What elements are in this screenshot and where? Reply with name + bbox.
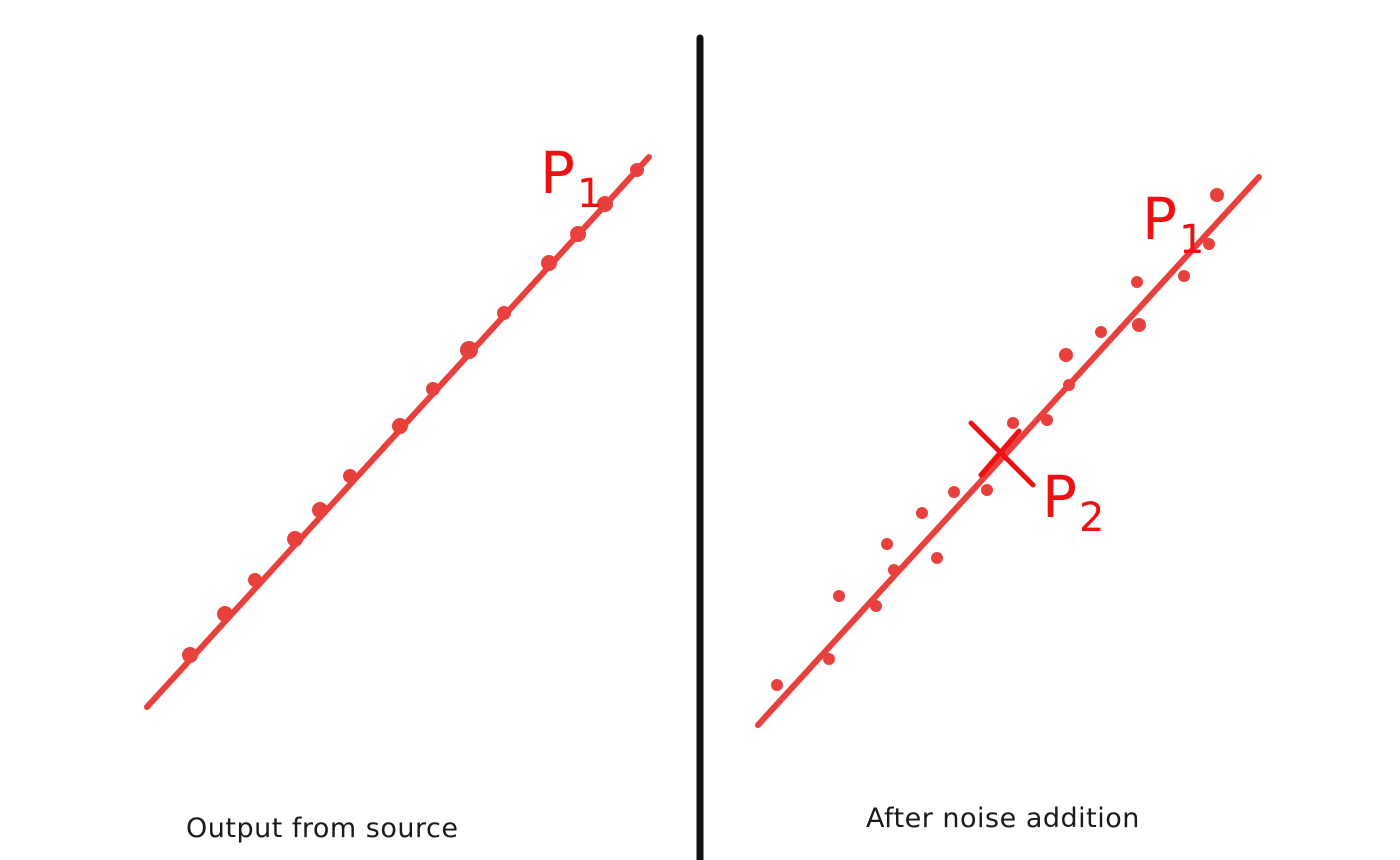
right-noisy-point-7 [916, 507, 928, 519]
right-p2-subscript: 2 [1078, 495, 1105, 541]
right-noisy-point-20 [1210, 188, 1224, 202]
left-data-point-9 [460, 341, 478, 359]
left-data-point-13 [597, 196, 613, 212]
right-panel [755, 174, 1262, 728]
right-noisy-point-8 [931, 552, 943, 564]
right-noisy-point-18 [1178, 270, 1190, 282]
right-noisy-point-11 [1007, 417, 1019, 429]
left-data-point-2 [217, 606, 233, 622]
right-panel-caption: After noise addition [866, 803, 1140, 834]
right-noisy-point-12 [1041, 414, 1053, 426]
left-data-point-4 [287, 531, 303, 547]
left-panel-caption: Output from source [186, 813, 459, 844]
left-data-point-1 [182, 647, 198, 663]
x-marker-stroke-2 [978, 428, 1022, 478]
right-noisy-point-13 [1059, 348, 1073, 362]
right-p2-letter: P [1042, 463, 1077, 531]
left-data-point-7 [392, 418, 408, 434]
left-data-point-10 [497, 306, 511, 320]
left-data-point-12 [570, 226, 586, 242]
right-points-group [771, 188, 1224, 691]
p2-x-marker [968, 420, 1036, 488]
left-data-point-6 [343, 469, 357, 483]
right-p1-label: P1 [1142, 190, 1204, 260]
right-noisy-point-9 [948, 486, 960, 498]
right-noisy-point-6 [888, 564, 900, 576]
left-data-point-14 [630, 163, 644, 177]
right-noisy-point-5 [881, 538, 893, 550]
left-points-group [182, 163, 644, 663]
right-noisy-point-15 [1095, 326, 1107, 338]
left-p1-subscript: 1 [576, 171, 603, 217]
right-noisy-point-2 [823, 653, 835, 665]
right-p1-subscript: 1 [1178, 217, 1205, 263]
left-p1-label: P1 [540, 144, 602, 214]
right-noisy-point-4 [870, 600, 882, 612]
right-noisy-point-3 [833, 590, 845, 602]
right-fit-line [755, 174, 1262, 728]
left-panel [144, 154, 652, 710]
left-data-point-11 [541, 255, 557, 271]
right-noisy-point-14 [1063, 379, 1075, 391]
right-noisy-point-10 [981, 484, 993, 496]
right-noisy-point-17 [1132, 318, 1146, 332]
left-data-point-8 [426, 382, 440, 396]
left-p1-letter: P [540, 139, 575, 207]
left-data-point-5 [312, 502, 328, 518]
left-data-point-3 [248, 573, 262, 587]
right-p1-letter: P [1142, 185, 1177, 253]
right-noisy-point-16 [1131, 276, 1143, 288]
right-p2-label: P2 [1042, 468, 1104, 538]
right-noisy-point-1 [771, 679, 783, 691]
right-noisy-point-19 [1203, 238, 1215, 250]
